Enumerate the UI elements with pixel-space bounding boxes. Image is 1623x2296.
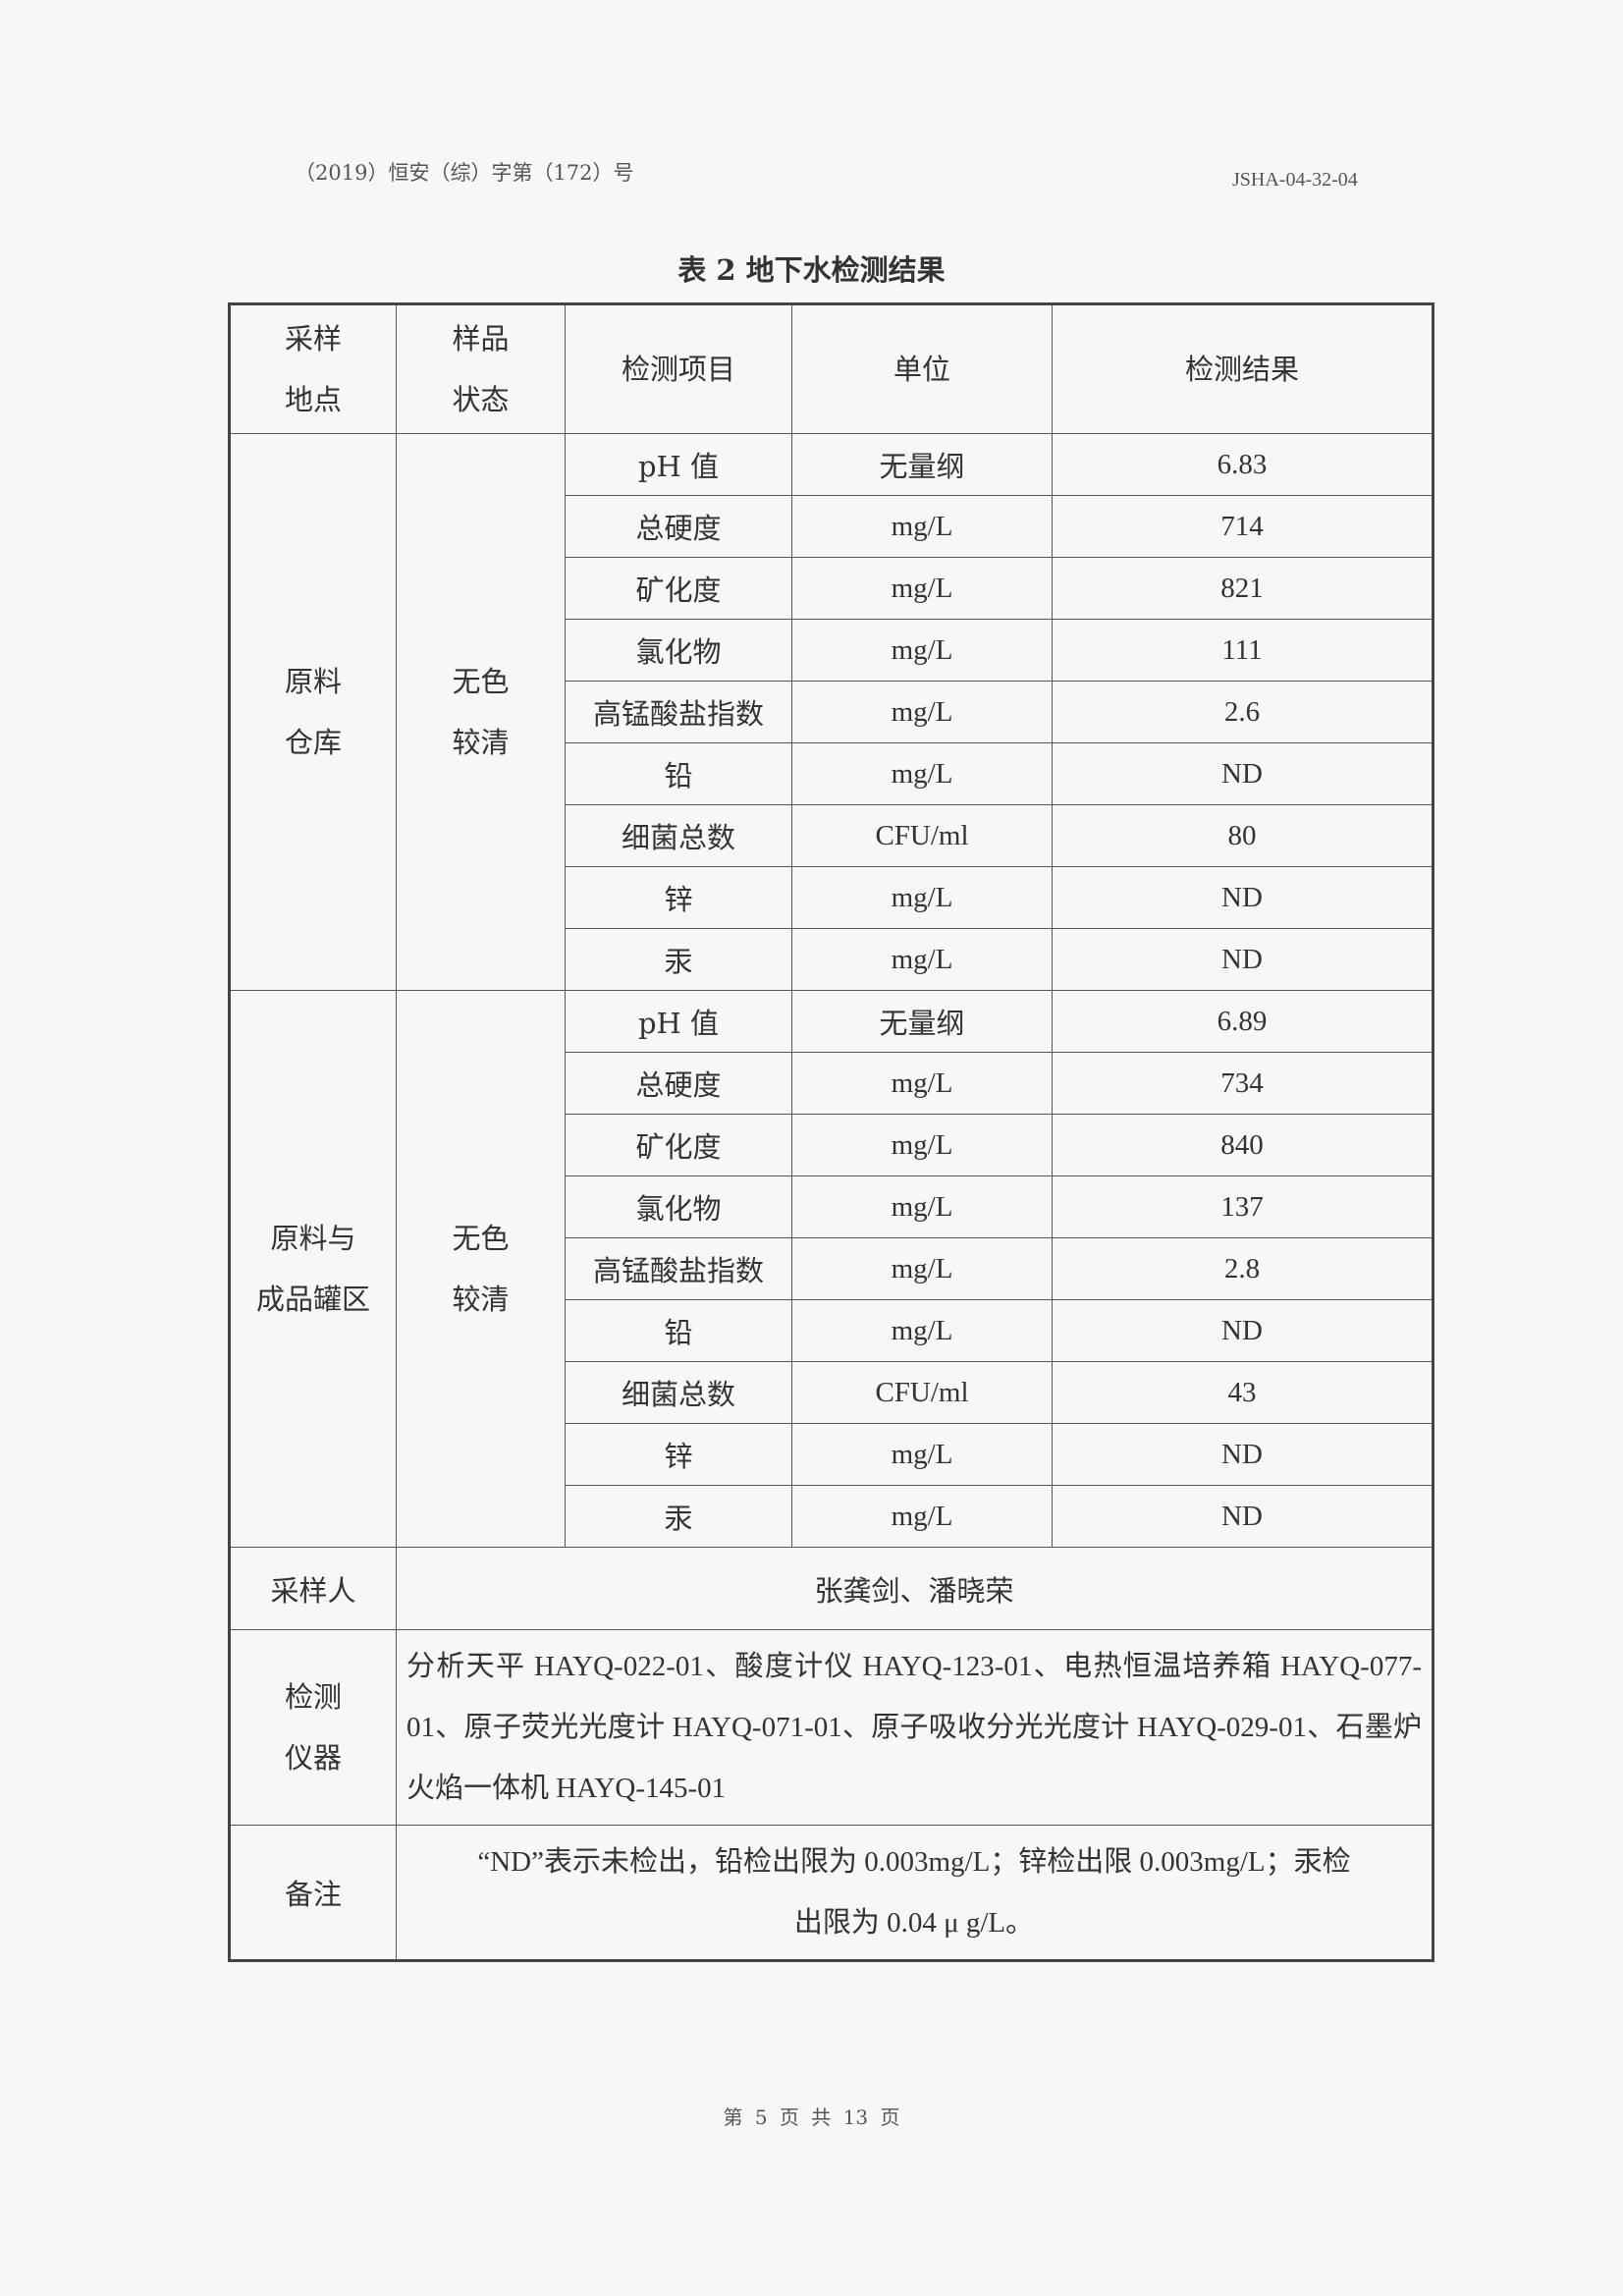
cell-result: ND [1052, 1299, 1434, 1362]
cell-unit: mg/L [791, 1423, 1053, 1486]
header-item: 检测项目 [565, 303, 792, 434]
cell-item: 细菌总数 [565, 1361, 792, 1424]
cell-unit: mg/L [791, 1052, 1053, 1115]
sampling-location: 原料与 成品罐区 [229, 990, 397, 1548]
table-row: 铅 mg/L ND [230, 1299, 1434, 1362]
cell-item: 矿化度 [565, 557, 792, 620]
table-row: 汞 mg/L ND [230, 928, 1434, 991]
cell-item: 汞 [565, 928, 792, 991]
cell-result: ND [1052, 866, 1434, 929]
instruments-label: 检测 仪器 [229, 1629, 397, 1826]
table-row: 总硬度 mg/L 714 [230, 495, 1434, 558]
cell-result: ND [1052, 928, 1434, 991]
sampler-value: 张龚剑、潘晓荣 [396, 1547, 1434, 1630]
cell-result: ND [1052, 1485, 1434, 1548]
cell-item: 高锰酸盐指数 [565, 681, 792, 743]
document-number: （2019）恒安（综）字第（172）号 [295, 161, 634, 185]
table-row: 细菌总数 CFU/ml 43 [230, 1361, 1434, 1424]
sample-state: 无色 较清 [396, 433, 566, 991]
cell-result: 6.83 [1052, 433, 1434, 496]
cell-result: 43 [1052, 1361, 1434, 1424]
sample-state: 无色 较清 [396, 990, 566, 1548]
cell-unit: CFU/ml [791, 804, 1053, 867]
cell-item: 锌 [565, 1423, 792, 1486]
instruments-row: 检测 仪器 分析天平 HAYQ-022-01、酸度计仪 HAYQ-123-01、电… [229, 1629, 1434, 1826]
table-row: 氯化物 mg/L 111 [230, 619, 1434, 682]
groundwater-results-table: 采样 地点 样品 状态 检测项目 单位 检测结果 原料 仓库 无色 较清 pH 值无量纲 6.… [228, 302, 1434, 1962]
table-row: 锌 mg/L ND [230, 866, 1434, 929]
table-row: 高锰酸盐指数 mg/L 2.6 [230, 681, 1434, 743]
header-unit: 单位 [791, 303, 1053, 434]
table-header-row: 采样 地点 样品 状态 检测项目 单位 检测结果 [229, 303, 1434, 434]
table-row: 原料与 成品罐区 无色 较清 pH 值无量纲 6.89 [229, 990, 1434, 1548]
cell-result: 137 [1052, 1175, 1434, 1238]
header-location: 采样 地点 [229, 303, 397, 434]
cell-unit: 无量纲 [791, 433, 1053, 496]
header-state: 样品 状态 [396, 303, 566, 434]
cell-unit: mg/L [791, 557, 1053, 620]
cell-result: 714 [1052, 495, 1434, 558]
instruments-value: 分析天平 HAYQ-022-01、酸度计仪 HAYQ-123-01、电热恒温培养… [396, 1629, 1434, 1826]
cell-unit: mg/L [791, 928, 1053, 991]
cell-unit: mg/L [791, 1175, 1053, 1238]
table-row: 氯化物 mg/L 137 [230, 1175, 1434, 1238]
table-row: 原料 仓库 无色 较清 pH 值无量纲 6.83 [229, 433, 1434, 991]
cell-result: 2.8 [1052, 1237, 1434, 1300]
sampler-row: 采样人 张龚剑、潘晓荣 [229, 1547, 1434, 1630]
table-row: 锌 mg/L ND [230, 1423, 1434, 1486]
cell-item: 氯化物 [565, 619, 792, 682]
table-row: 高锰酸盐指数 mg/L 2.8 [230, 1237, 1434, 1300]
cell-item: 总硬度 [565, 495, 792, 558]
table-row: 汞 mg/L ND [230, 1485, 1434, 1548]
cell-result: 821 [1052, 557, 1434, 620]
cell-item: 汞 [565, 1485, 792, 1548]
remarks-value: “ND”表示未检出，铅检出限为 0.003mg/L；锌检出限 0.003mg/L… [396, 1825, 1434, 1961]
table-row: 总硬度 mg/L 734 [230, 1052, 1434, 1115]
header-result: 检测结果 [1052, 303, 1434, 434]
cell-result: ND [1052, 742, 1434, 805]
cell-item: 高锰酸盐指数 [565, 1237, 792, 1300]
page-number: 第 5 页 共 13 页 [723, 2105, 900, 2129]
cell-result: 6.89 [1052, 990, 1434, 1053]
cell-item: pH 值 [565, 433, 792, 496]
cell-result: 80 [1052, 804, 1434, 867]
sampling-location: 原料 仓库 [229, 433, 397, 991]
cell-item: 细菌总数 [565, 804, 792, 867]
table-row: 细菌总数 CFU/ml 80 [230, 804, 1434, 867]
cell-result: 840 [1052, 1114, 1434, 1176]
table-title: 表 2 地下水检测结果 [677, 253, 946, 287]
cell-unit: mg/L [791, 1237, 1053, 1300]
remarks-label: 备注 [229, 1825, 397, 1961]
cell-result: 2.6 [1052, 681, 1434, 743]
cell-item: 锌 [565, 866, 792, 929]
cell-unit: mg/L [791, 495, 1053, 558]
cell-unit: mg/L [791, 866, 1053, 929]
cell-item: 铅 [565, 742, 792, 805]
cell-item: 氯化物 [565, 1175, 792, 1238]
cell-unit: mg/L [791, 619, 1053, 682]
cell-item: pH 值 [565, 990, 792, 1053]
cell-unit: mg/L [791, 742, 1053, 805]
cell-item: 铅 [565, 1299, 792, 1362]
cell-unit: mg/L [791, 1485, 1053, 1548]
cell-unit: 无量纲 [791, 990, 1053, 1053]
table-row: 铅 mg/L ND [230, 742, 1434, 805]
sampler-label: 采样人 [229, 1547, 397, 1630]
cell-unit: mg/L [791, 1299, 1053, 1362]
cell-unit: mg/L [791, 681, 1053, 743]
cell-result: ND [1052, 1423, 1434, 1486]
cell-unit: CFU/ml [791, 1361, 1053, 1424]
cell-item: 总硬度 [565, 1052, 792, 1115]
cell-result: 734 [1052, 1052, 1434, 1115]
remarks-row: 备注 “ND”表示未检出，铅检出限为 0.003mg/L；锌检出限 0.003m… [229, 1825, 1434, 1961]
cell-result: 111 [1052, 619, 1434, 682]
document-code: JSHA-04-32-04 [1232, 169, 1358, 191]
cell-unit: mg/L [791, 1114, 1053, 1176]
cell-item: 矿化度 [565, 1114, 792, 1176]
